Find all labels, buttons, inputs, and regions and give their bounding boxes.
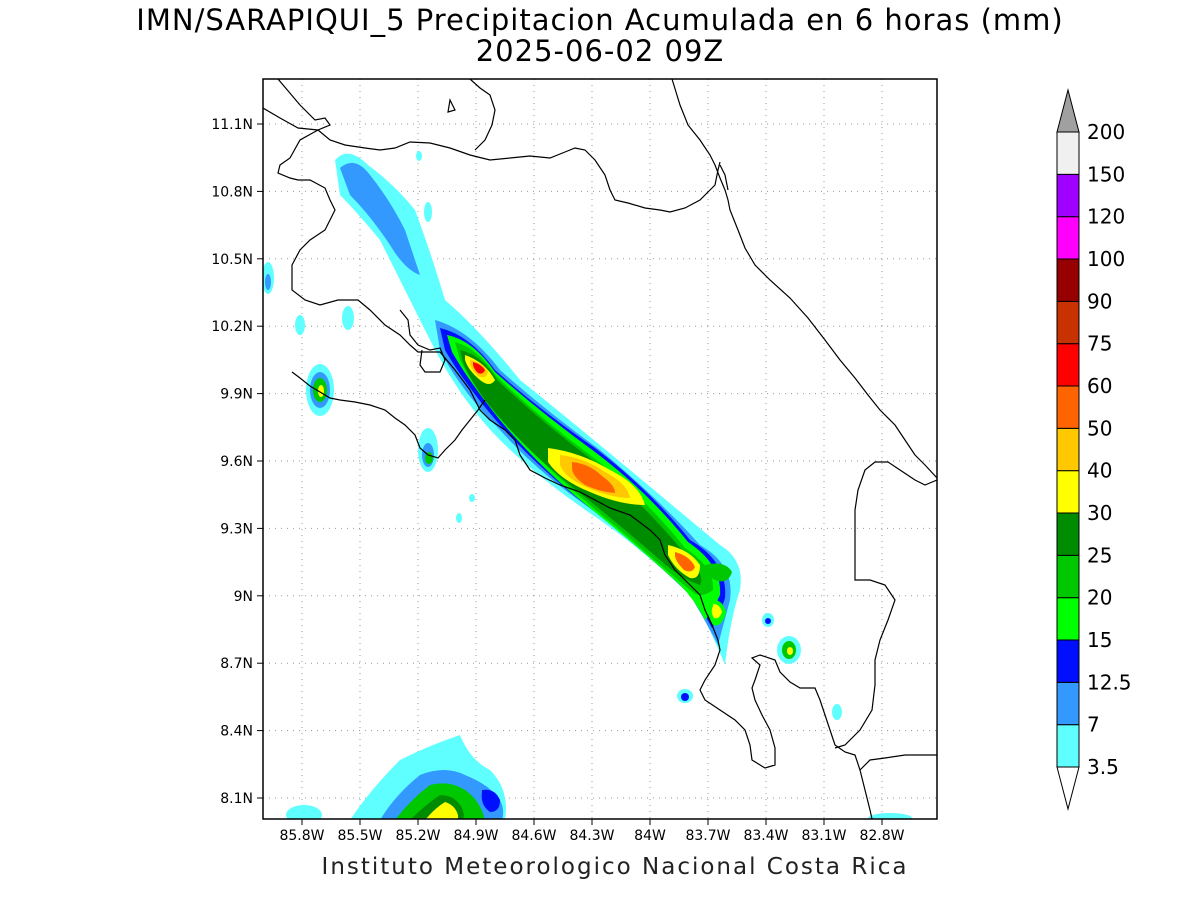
island [447, 98, 456, 113]
precipitation-field [263, 151, 912, 819]
bocas-coast [834, 461, 937, 749]
lon-tick-label: 84.6W [511, 828, 556, 844]
colorbar-swatch [1056, 639, 1080, 683]
colorbar-label: 15 [1087, 628, 1112, 652]
pacific-coast-north [277, 79, 873, 819]
colorbar-label: 30 [1087, 501, 1112, 525]
lon-tick-label: 85.8W [279, 828, 324, 844]
colorbar-swatch [1056, 724, 1080, 768]
map-title: IMN/SARAPIQUI_5 Precipitacion Acumulada … [136, 3, 1064, 37]
lat-tick-label: 8.1N [220, 791, 253, 807]
lon-tick-label: 83.7W [685, 828, 730, 844]
caribbean-coast [671, 79, 937, 479]
colorbar-label: 60 [1087, 374, 1112, 398]
colorbar-swatch [1056, 681, 1080, 726]
precip-cell-south [350, 735, 506, 819]
colorbar-swatch [1056, 300, 1080, 345]
lon-tick-label: 83.1W [801, 828, 846, 844]
colorbar-swatch [1056, 258, 1080, 302]
colorbar-swatch [1056, 385, 1080, 429]
colorbar-label: 90 [1087, 289, 1112, 313]
nicaragua-coast [469, 79, 496, 151]
colorbar-label: 100 [1087, 247, 1125, 271]
lat-tick-label: 10.2N [211, 319, 253, 335]
colorbar-label: 50 [1087, 416, 1112, 440]
northeast-coast [719, 164, 729, 191]
colorbar-label: 3.5 [1087, 755, 1119, 779]
nicoya-peninsula [291, 371, 486, 459]
colorbar-label: 150 [1087, 162, 1125, 186]
lat-tick-label: 10.5N [211, 252, 253, 268]
colorbar: 3.5 7 12.5 15 20 25 30 40 50 60 75 90 100 120 150 200 [1056, 88, 1132, 811]
map-frame [262, 78, 938, 820]
gulf-nicoya [399, 309, 446, 373]
colorbar-label: 120 [1087, 205, 1125, 229]
lat-tick-label: 8.4N [220, 724, 253, 740]
colorbar-swatch [1056, 512, 1080, 556]
colorbar-swatch [1056, 470, 1080, 514]
precip-cells-isolated [263, 151, 912, 819]
colorbar-label: 40 [1087, 459, 1112, 483]
panama-coast [859, 754, 937, 771]
lon-tick-label: 84.9W [453, 828, 498, 844]
colorbar-swatch [1056, 173, 1080, 218]
colorbar-swatch [1056, 216, 1080, 260]
lat-tick-label: 10.8N [211, 184, 253, 200]
lat-tick-label: 11.1N [211, 117, 253, 133]
colorbar-lower-arrow [1056, 766, 1080, 811]
colorbar-label: 75 [1087, 332, 1112, 356]
longitude-labels: 85.8W 85.5W 85.2W 84.9W 84.6W 84.3W 84W 83.7W 83… [279, 819, 905, 844]
coastlines [263, 79, 937, 819]
lon-tick-label: 85.5W [337, 828, 382, 844]
lon-tick-label: 82.8W [859, 828, 904, 844]
lat-tick-label: 9.9N [220, 387, 253, 403]
colorbar-swatch [1056, 343, 1080, 387]
colorbar-swatch [1056, 427, 1080, 472]
latitude-labels: 11.1N 10.8N 10.5N 10.2N 9.9N 9.6N 9.3N 9N 8.7N 8.… [211, 117, 263, 807]
colorbar-label: 7 [1087, 713, 1100, 737]
lat-tick-label: 9.3N [220, 521, 253, 537]
colorbar-label: 20 [1087, 586, 1112, 610]
colorbar-label: 200 [1087, 120, 1125, 144]
map-credit: Instituto Meteorologico Nacional Costa R… [321, 854, 909, 880]
colorbar-label: 25 [1087, 543, 1112, 567]
colorbar-swatch [1056, 597, 1080, 641]
colorbar-label: 12.5 [1087, 670, 1132, 694]
colorbar-swatch [1056, 131, 1080, 175]
lat-tick-label: 9N [234, 589, 253, 605]
map-subtitle: 2025-06-02 09Z [475, 34, 725, 68]
lat-tick-label: 9.6N [220, 454, 253, 470]
lon-tick-label: 85.2W [395, 828, 440, 844]
lat-tick-label: 8.7N [220, 656, 253, 672]
colorbar-upper-arrow [1056, 88, 1080, 133]
precip-band-main [335, 153, 741, 666]
lon-tick-label: 84.3W [569, 828, 614, 844]
lon-tick-label: 83.4W [743, 828, 788, 844]
colorbar-swatch [1056, 554, 1080, 599]
lon-tick-label: 84W [634, 828, 666, 844]
nicaragua-border [263, 107, 721, 213]
